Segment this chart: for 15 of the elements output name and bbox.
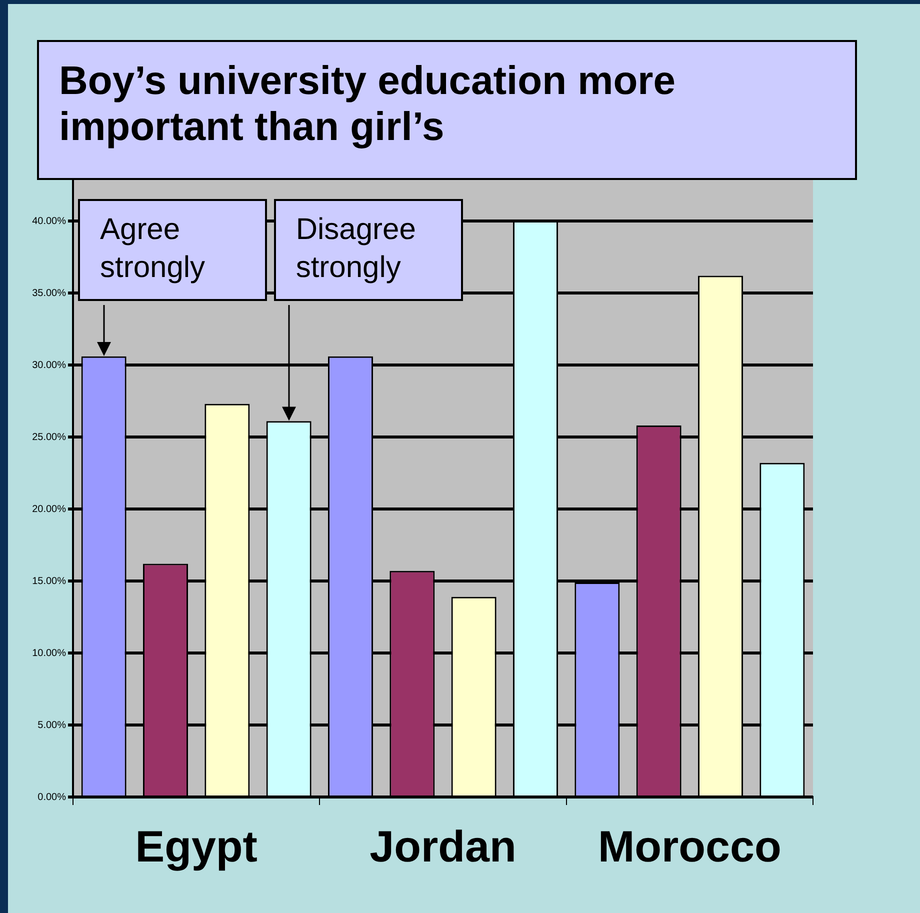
y-tick-label: 5.00% bbox=[38, 720, 66, 731]
y-tick-label: 10.00% bbox=[32, 648, 66, 659]
title-box: Boy’s university education more important than girl’s bbox=[37, 40, 857, 180]
y-tick-label: 15.00% bbox=[32, 576, 66, 587]
y-tick-label: 30.00% bbox=[32, 360, 66, 371]
note-box: Disagree strongly bbox=[274, 199, 463, 302]
y-tick-label: 35.00% bbox=[32, 288, 66, 299]
y-tick-label: 25.00% bbox=[32, 432, 66, 443]
note-box: Agree strongly bbox=[78, 199, 267, 302]
y-tick-label: 0.00% bbox=[38, 792, 66, 803]
x-tick-label: Jordan bbox=[370, 822, 516, 872]
y-tick-label: 40.00% bbox=[32, 216, 66, 227]
y-tick-label: 20.00% bbox=[32, 504, 66, 515]
x-tick-label: Morocco bbox=[598, 822, 782, 872]
x-tick-label: Egypt bbox=[135, 822, 258, 872]
